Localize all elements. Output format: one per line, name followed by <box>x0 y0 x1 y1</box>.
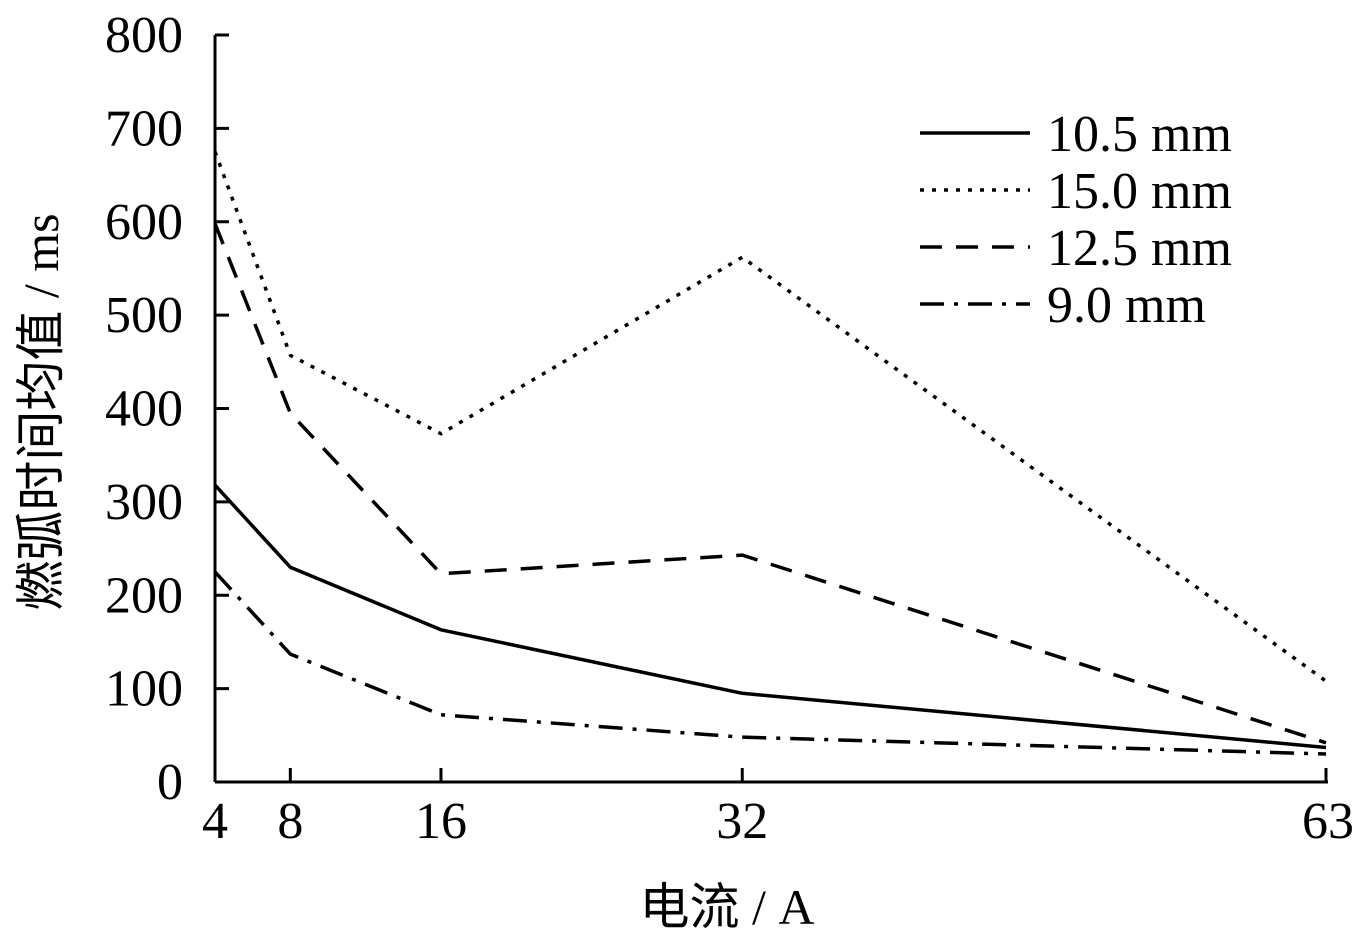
y-tick-label: 500 <box>105 287 183 344</box>
series-line-15-0-mm <box>213 151 1328 683</box>
y-tick-label: 400 <box>105 381 183 438</box>
x-axis-title: 电流 / A <box>640 879 815 935</box>
series-line-10-5-mm <box>213 483 1327 750</box>
y-tick-label: 700 <box>105 100 183 157</box>
x-tick-label: 8 <box>277 793 303 850</box>
x-ticks: 4 8 16 32 63 <box>202 768 1354 850</box>
y-axis-title: 燃弧时间均值 / ms <box>13 213 69 610</box>
series-line-9-0-mm <box>213 570 1327 756</box>
legend-label-10-5-mm: 10.5 mm <box>1047 106 1232 163</box>
legend-label-15-0-mm: 15.0 mm <box>1047 163 1232 220</box>
legend-label-9-0-mm: 9.0 mm <box>1047 277 1206 334</box>
y-tick-label: 800 <box>105 7 183 64</box>
y-tick-label: 600 <box>105 194 183 251</box>
x-tick-label: 32 <box>716 793 768 850</box>
y-ticks: 0 100 200 300 400 500 600 700 800 <box>105 7 229 811</box>
series-layer <box>213 151 1328 756</box>
x-tick-label: 16 <box>415 793 467 850</box>
legend-label-12-5-mm: 12.5 mm <box>1047 220 1232 277</box>
x-tick-label: 4 <box>202 793 228 850</box>
x-tick-label: 63 <box>1302 793 1354 850</box>
y-tick-label: 300 <box>105 474 183 531</box>
y-tick-label: 0 <box>157 754 183 811</box>
y-tick-label: 100 <box>105 661 183 718</box>
y-tick-label: 200 <box>105 567 183 624</box>
